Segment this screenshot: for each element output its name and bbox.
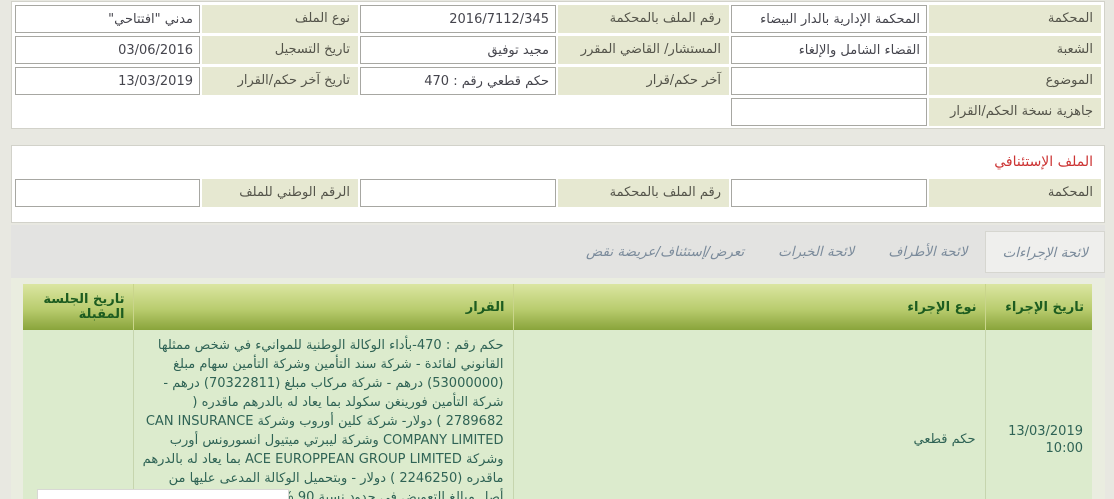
- tab-expertise-list[interactable]: لائحة الخبرات: [778, 243, 855, 260]
- appeal-file-number-input[interactable]: [360, 179, 556, 207]
- appeal-court-input[interactable]: [731, 179, 927, 207]
- procedure-time: 10:00: [1045, 440, 1083, 456]
- tab-opposition-appeal-cassation[interactable]: تعرض/إستئناف/عريضة نقض: [585, 243, 745, 260]
- header-procedure-type: نوع الإجراء: [513, 284, 986, 330]
- case-row-1: المحكمة رقم الملف بالمحكمة نوع الملف: [15, 5, 1101, 33]
- registration-date-input[interactable]: [15, 36, 200, 64]
- tab-procedures-list[interactable]: لائحة الإجراءات: [985, 230, 1105, 273]
- header-procedure-date: تاريخ الإجراء: [985, 284, 1092, 330]
- court-label: المحكمة: [929, 5, 1101, 33]
- court-file-number-input[interactable]: [360, 5, 556, 33]
- header-decision: القرار: [133, 284, 514, 330]
- last-judgment-date-input[interactable]: [15, 67, 200, 95]
- division-label: الشعبة: [929, 36, 1101, 64]
- court-file-number-label: رقم الملف بالمحكمة: [558, 5, 729, 33]
- procedures-table: تاريخ الإجراء نوع الإجراء القرار تاريخ ا…: [23, 284, 1092, 499]
- appeal-file-number-label: رقم الملف بالمحكمة: [558, 179, 729, 207]
- header-next-session-date: تاريخ الجلسة المقبلة: [23, 284, 134, 330]
- procedure-date: 13/03/2019: [1008, 423, 1083, 439]
- last-judgment-label: آخر حكم/قرار: [558, 67, 729, 95]
- tab-parties-list[interactable]: لائحة الأطراف: [888, 243, 968, 260]
- tab-bar: لائحة الإجراءات لائحة الأطراف لائحة الخب…: [11, 225, 1105, 278]
- court-input[interactable]: [731, 5, 927, 33]
- reporting-judge-input[interactable]: [360, 36, 556, 64]
- appeal-file-panel: الملف الإستئنافي المحكمة رقم الملف بالمح…: [11, 145, 1105, 223]
- case-row-2: الشعبة المستشار/ القاضي المقرر تاريخ الت…: [15, 36, 1101, 64]
- procedure-date-cell: 13/03/2019 10:00: [985, 330, 1092, 499]
- appeal-file-title: الملف الإستئنافي: [994, 154, 1093, 170]
- division-input[interactable]: [731, 36, 927, 64]
- judgment-copy-readiness-input[interactable]: [731, 98, 927, 126]
- appeal-court-label: المحكمة: [929, 179, 1101, 207]
- appeal-row: المحكمة رقم الملف بالمحكمة الرقم الوطني …: [15, 179, 1101, 207]
- tooltip-fragment: [37, 489, 289, 499]
- case-row-4: جاهزية نسخة الحكم/القرار: [15, 98, 1101, 126]
- national-file-number-label: الرقم الوطني للملف: [202, 179, 358, 207]
- case-details-panel: المحكمة رقم الملف بالمحكمة نوع الملف الش…: [11, 1, 1105, 129]
- procedure-row: 13/03/2019 10:00 حكم قطعي حكم رقم : 470-…: [23, 330, 1092, 499]
- last-judgment-input[interactable]: [360, 67, 556, 95]
- reporting-judge-label: المستشار/ القاضي المقرر: [558, 36, 729, 64]
- procedures-section: تاريخ الإجراء نوع الإجراء القرار تاريخ ا…: [11, 278, 1105, 499]
- subject-label: الموضوع: [929, 67, 1101, 95]
- subject-input[interactable]: [731, 67, 927, 95]
- registration-date-label: تاريخ التسجيل: [202, 36, 358, 64]
- decision-cell: حكم رقم : 470-بأداء الوكالة الوطنية للمو…: [133, 330, 514, 499]
- file-type-label: نوع الملف: [202, 5, 358, 33]
- procedure-type-cell: حكم قطعي: [513, 330, 986, 499]
- case-row-3: الموضوع آخر حكم/قرار تاريخ آخر حكم/القرا…: [15, 67, 1101, 95]
- procedures-header-row: تاريخ الإجراء نوع الإجراء القرار تاريخ ا…: [23, 284, 1092, 330]
- file-type-input[interactable]: [15, 5, 200, 33]
- next-session-cell: [23, 330, 134, 499]
- last-judgment-date-label: تاريخ آخر حكم/القرار: [202, 67, 358, 95]
- national-file-number-input[interactable]: [15, 179, 200, 207]
- judgment-copy-readiness-label: جاهزية نسخة الحكم/القرار: [929, 98, 1101, 126]
